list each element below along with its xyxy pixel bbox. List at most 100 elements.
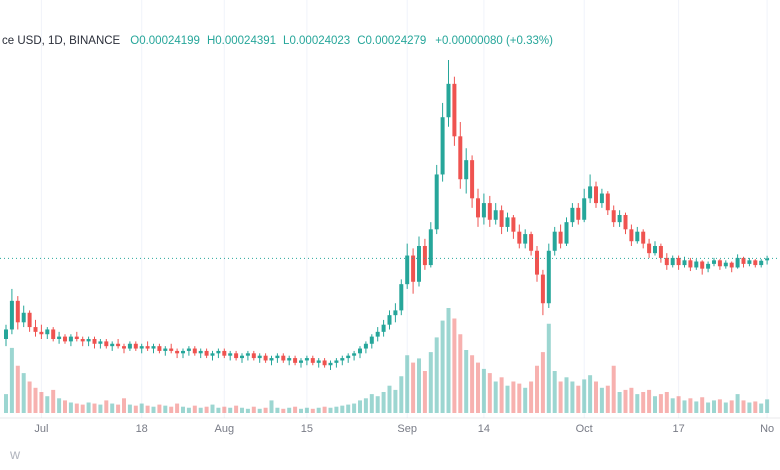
volume-bar: [322, 406, 327, 413]
candle-body: [405, 255, 410, 285]
volume-bar: [204, 406, 209, 413]
volume-bar: [68, 402, 73, 413]
candle-body: [617, 215, 622, 223]
volume-bar: [340, 405, 345, 413]
volume-bar: [417, 358, 421, 413]
volume-bar: [741, 400, 746, 413]
volume-bar: [21, 373, 26, 413]
candle-body: [570, 207, 575, 223]
volume-bar: [505, 385, 510, 413]
candle-body: [287, 358, 292, 361]
candle-body: [676, 257, 681, 266]
candle-body: [670, 257, 675, 266]
volume-bar: [765, 399, 770, 413]
candle-body: [434, 174, 439, 230]
candle-body: [422, 246, 427, 266]
candle-body: [57, 336, 62, 339]
volume-bar: [287, 407, 292, 413]
volume-bar: [281, 408, 286, 413]
candle-body: [340, 358, 345, 361]
volume-bar: [511, 381, 516, 413]
candle-body: [729, 262, 734, 268]
candle-body: [387, 315, 392, 325]
candle-body: [27, 312, 32, 328]
candle-body: [127, 343, 132, 349]
volume-bar: [487, 373, 492, 413]
volume-bar: [706, 402, 711, 413]
candle-body: [316, 360, 321, 363]
tradingview-watermark-partial: w: [10, 446, 21, 462]
volume-bar: [493, 381, 498, 413]
volume-bar: [422, 371, 427, 413]
candle-body: [216, 350, 221, 354]
symbol-legend: ce USD, 1D, BINANCE O0.00024199 H0.00024…: [2, 34, 553, 48]
candle-body: [411, 255, 416, 282]
volume-bar: [39, 392, 44, 413]
volume-bar: [9, 347, 14, 413]
volume-bar: [299, 408, 303, 413]
volume-bar: [240, 407, 244, 413]
candle-body: [658, 246, 663, 258]
candle-body: [641, 231, 646, 244]
candle-body: [15, 300, 20, 323]
volume-bar: [98, 404, 103, 413]
candle-body: [86, 339, 91, 342]
candle-body: [753, 260, 758, 266]
volume-bar: [381, 392, 386, 413]
candle-body: [204, 350, 209, 356]
volume-bar: [27, 381, 32, 413]
volume-bar: [717, 399, 722, 413]
volume-bar: [676, 396, 681, 413]
volume-bar: [51, 389, 56, 413]
volume-bar: [564, 377, 569, 413]
open-label: O: [130, 35, 140, 47]
volume-bar: [664, 392, 669, 413]
volume-bar: [393, 389, 398, 413]
candle-body: [476, 198, 480, 218]
volume-bar: [605, 385, 610, 413]
volume-bar: [582, 379, 587, 413]
volume-bar: [623, 389, 628, 413]
candle-body: [464, 160, 469, 180]
candle-body: [334, 360, 339, 363]
volume-bar: [670, 398, 675, 413]
candle-body: [540, 274, 545, 304]
volume-bar: [4, 394, 8, 413]
candle-body: [446, 83, 451, 118]
candle-body: [352, 353, 357, 356]
high-value: 0.00024391: [215, 35, 277, 47]
time-axis[interactable]: Jul 18 Aug 15 Sep 14 Oct 17 No: [0, 421, 780, 443]
candle-body: [145, 346, 150, 349]
candle-body: [328, 362, 333, 366]
volume-bar: [216, 407, 221, 413]
volume-bar: [74, 403, 79, 413]
candle-body: [304, 358, 309, 361]
candle-body: [293, 358, 298, 363]
volume-bar: [452, 318, 457, 413]
volume-bar: [653, 396, 657, 413]
low-label: L: [283, 35, 290, 47]
volume-bar: [588, 375, 593, 413]
candle-body: [588, 186, 593, 199]
candle-body: [299, 360, 303, 363]
volume-bar: [759, 403, 764, 413]
symbol-readout[interactable]: ce USD, 1D, BINANCE: [2, 35, 121, 47]
low-value: 0.00024023: [289, 35, 351, 47]
candle-body: [664, 257, 669, 266]
volume-bar: [334, 406, 339, 413]
candle-body: [4, 329, 8, 339]
open-value: 0.00024199: [139, 35, 200, 47]
volume-bar: [269, 400, 274, 413]
candlestick-series: [4, 60, 770, 370]
candle-body: [452, 83, 457, 137]
volume-bar: [635, 394, 640, 413]
candle-body: [399, 284, 404, 311]
volume-bar: [546, 323, 551, 413]
candle-body: [133, 343, 138, 349]
candle-body: [251, 353, 256, 359]
candle-body: [245, 353, 250, 356]
volume-bar: [80, 404, 85, 413]
candle-body: [511, 217, 516, 232]
candle-body: [499, 210, 504, 227]
